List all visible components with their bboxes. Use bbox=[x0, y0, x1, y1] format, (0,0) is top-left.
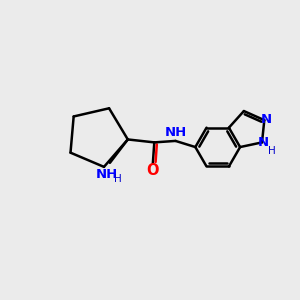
Text: NH: NH bbox=[95, 167, 118, 181]
Text: H: H bbox=[114, 174, 122, 184]
Text: N: N bbox=[258, 136, 269, 149]
Text: O: O bbox=[147, 164, 159, 178]
Text: N: N bbox=[261, 113, 272, 126]
Text: H: H bbox=[268, 146, 275, 156]
Text: NH: NH bbox=[165, 126, 187, 139]
